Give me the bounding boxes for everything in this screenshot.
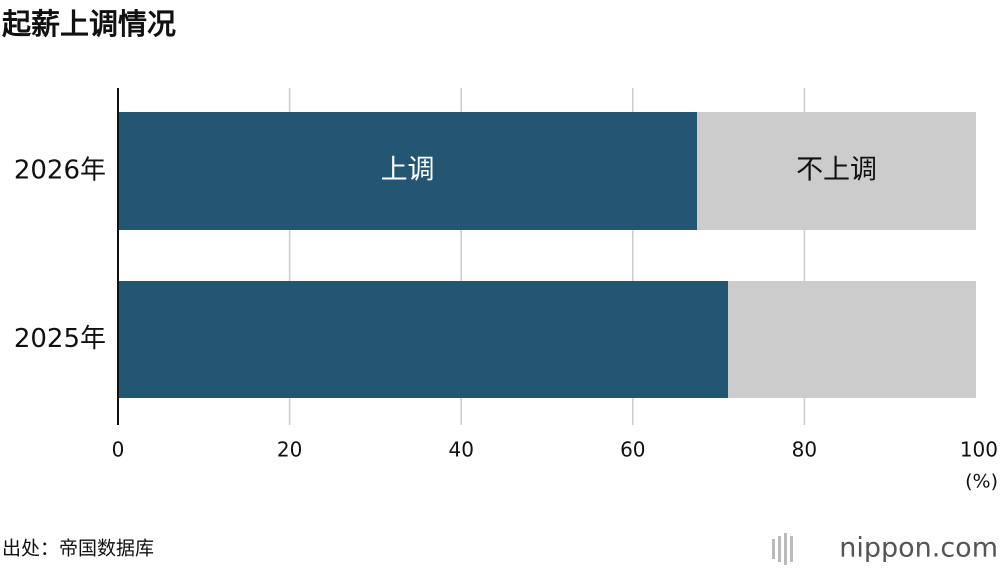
bar-segment <box>118 281 729 398</box>
x-tick-label: 100 <box>960 438 998 462</box>
x-tick-label: 40 <box>448 438 473 462</box>
chart-title: 起薪上调情况 <box>2 7 176 41</box>
legend-label: 不上调 <box>796 155 877 186</box>
bar-segment <box>728 281 976 398</box>
x-tick-label: 60 <box>620 438 645 462</box>
bar-segment <box>118 112 698 230</box>
x-tick-label: 20 <box>277 438 302 462</box>
legend-label: 上调 <box>381 155 435 186</box>
logo-mark <box>772 533 793 565</box>
y-tick-label: 2025年 <box>14 324 106 354</box>
bar-segment <box>697 112 976 230</box>
x-axis-label: (%) <box>965 471 998 493</box>
source: 出处：帝国数据库 <box>2 538 154 560</box>
logo: nippon.com <box>839 533 998 564</box>
x-tick-label: 80 <box>792 438 817 462</box>
y-tick-label: 2026年 <box>14 156 106 186</box>
x-tick-label: 0 <box>112 438 125 462</box>
